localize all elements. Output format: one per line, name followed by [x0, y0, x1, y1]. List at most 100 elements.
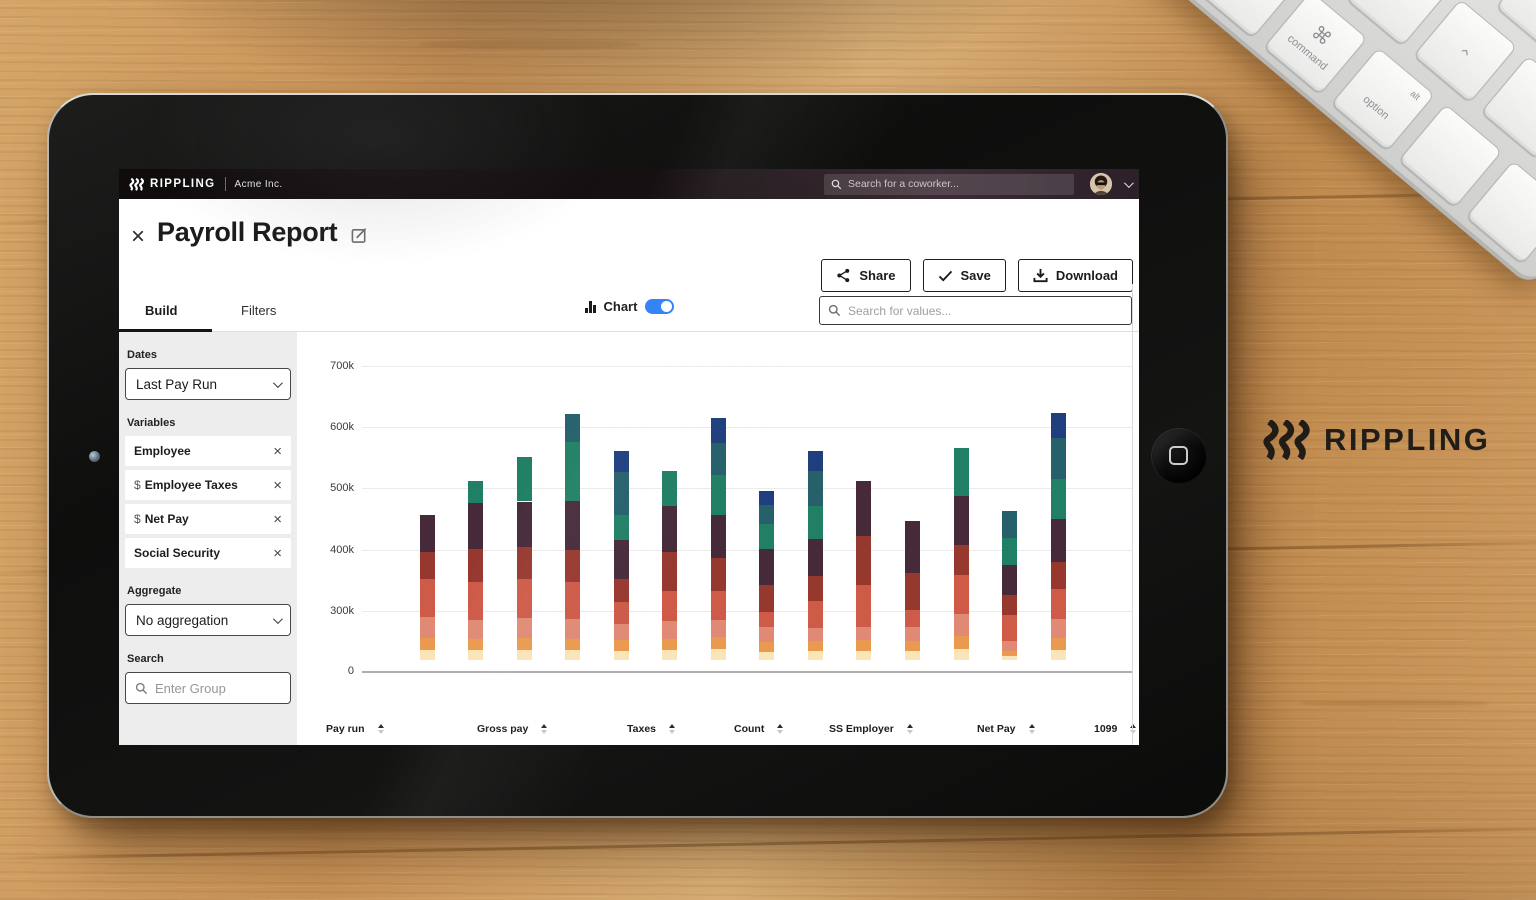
bar-segment-salmon: [565, 619, 581, 640]
y-axis-label: 0: [347, 665, 354, 677]
dollar-prefix: $: [134, 512, 141, 526]
column-header[interactable]: Count: [734, 723, 784, 735]
bar-segment-green: [468, 481, 484, 503]
variable-chip-label: Social Security: [134, 546, 221, 560]
variable-chip-label: Employee Taxes: [144, 478, 238, 492]
bar-segment-plum: [516, 501, 532, 548]
group-search-label: Search: [127, 653, 164, 665]
wood-plank-seam: [0, 826, 1536, 861]
tablet-home-button[interactable]: [1151, 428, 1207, 484]
column-header[interactable]: Pay run: [326, 723, 384, 735]
close-icon[interactable]: ×: [131, 223, 146, 250]
bar-segment-cream: [710, 648, 726, 660]
y-axis-label: 300k: [330, 604, 354, 617]
sort-icon[interactable]: [1028, 724, 1035, 734]
bar-segment-maroon: [662, 551, 678, 592]
aggregate-dropdown[interactable]: No aggregation: [125, 604, 291, 636]
gridline: [362, 610, 1133, 612]
y-axis-label: 700k: [330, 360, 354, 372]
column-header[interactable]: SS Employer: [829, 723, 913, 735]
active-tab-underline: [119, 329, 212, 332]
bar-segment-orange: [613, 640, 629, 651]
tab-build[interactable]: Build: [145, 303, 178, 318]
download-button-label: Download: [1055, 268, 1118, 283]
download-button[interactable]: Download: [1017, 259, 1133, 292]
group-search-placeholder: Enter Group: [155, 680, 226, 696]
remove-chip-icon[interactable]: ×: [273, 442, 282, 460]
sort-icon[interactable]: [669, 724, 675, 734]
column-header-label: 1099: [1094, 723, 1118, 735]
bar-segment-cream: [1050, 649, 1066, 660]
account-chevron-down-icon[interactable]: [1123, 178, 1134, 189]
dollar-prefix: $: [134, 478, 141, 492]
bar-segment-cream: [516, 649, 532, 660]
column-header[interactable]: Gross pay: [477, 723, 548, 735]
column-header-label: SS Employer: [829, 723, 894, 735]
variable-chip[interactable]: Employee ×: [125, 436, 291, 466]
tablet-camera: [89, 451, 100, 462]
remove-chip-icon[interactable]: ×: [273, 544, 282, 562]
bar-segment-green: [953, 447, 969, 496]
sort-icon[interactable]: [1130, 724, 1137, 734]
chevron-down-icon: [272, 377, 283, 388]
column-header[interactable]: Net Pay: [977, 723, 1035, 735]
coworker-search-input[interactable]: Search for a coworker...: [824, 173, 1074, 195]
column-header[interactable]: 1099: [1094, 723, 1137, 735]
bar-segment-red: [516, 579, 532, 618]
share-button[interactable]: Share: [821, 259, 911, 292]
variable-chip[interactable]: $ Net Pay ×: [125, 504, 291, 534]
bar-segment-teal: [613, 471, 629, 515]
group-search-input[interactable]: Enter Group: [125, 672, 291, 704]
share-icon: [837, 268, 850, 283]
bar-segment-plum: [1002, 564, 1018, 595]
bar-segment-maroon: [516, 547, 532, 580]
rename-edit-icon[interactable]: [351, 227, 368, 244]
variable-chip[interactable]: Social Security ×: [125, 538, 291, 568]
bar-segment-plum: [905, 521, 920, 574]
rippling-logo-text: RIPPLING: [150, 178, 216, 190]
bar-segment-orange: [905, 641, 920, 651]
remove-chip-icon[interactable]: ×: [273, 476, 282, 494]
save-button[interactable]: Save: [922, 259, 1006, 292]
bar-segment-plum: [807, 539, 823, 577]
bar-segment-red: [613, 601, 629, 625]
bar-segment-green: [710, 475, 726, 515]
bar-segment-red: [1050, 589, 1066, 619]
bar-segment-salmon: [856, 627, 872, 641]
bar-segment-plum: [662, 505, 678, 552]
sort-icon[interactable]: [377, 724, 384, 734]
bar-segment-cream: [565, 649, 581, 660]
bar-segment-green: [662, 470, 678, 506]
column-header[interactable]: Taxes: [627, 723, 675, 735]
sort-icon[interactable]: [777, 724, 784, 734]
sort-icon[interactable]: [906, 724, 913, 734]
bar-segment-teal: [759, 504, 775, 525]
bar-segment-red: [1002, 614, 1018, 642]
bar-segment-navy: [807, 450, 823, 471]
bar-segment-orange: [710, 637, 726, 649]
avatar[interactable]: [1090, 173, 1112, 195]
bar-segment-salmon: [759, 627, 775, 643]
bar-segment-orange: [468, 639, 484, 650]
bar-segment-orange: [662, 639, 678, 650]
dates-dropdown[interactable]: Last Pay Run: [125, 368, 291, 400]
remove-chip-icon[interactable]: ×: [273, 510, 282, 528]
home-button-square-icon: [1168, 445, 1188, 465]
bar-segment-salmon: [905, 627, 920, 642]
sort-icon[interactable]: [541, 724, 548, 734]
panel-right-rule: [1132, 284, 1133, 745]
dates-dropdown-value: Last Pay Run: [136, 376, 218, 392]
check-icon: [938, 270, 952, 281]
bar-segment-orange: [565, 639, 581, 650]
bar-segment-orange: [419, 638, 435, 650]
share-button-label: Share: [859, 268, 896, 283]
bar-segment-cream: [759, 651, 775, 660]
bar-segment-teal: [710, 443, 726, 476]
chart-toggle[interactable]: [645, 299, 675, 314]
bar-segment-cream: [468, 649, 484, 660]
tab-filters[interactable]: Filters: [241, 303, 277, 318]
search-icon: [135, 682, 148, 694]
variable-chip[interactable]: $ Employee Taxes ×: [125, 470, 291, 500]
bar-segment-maroon: [1050, 562, 1066, 589]
values-search-input[interactable]: Search for values...: [819, 296, 1132, 325]
